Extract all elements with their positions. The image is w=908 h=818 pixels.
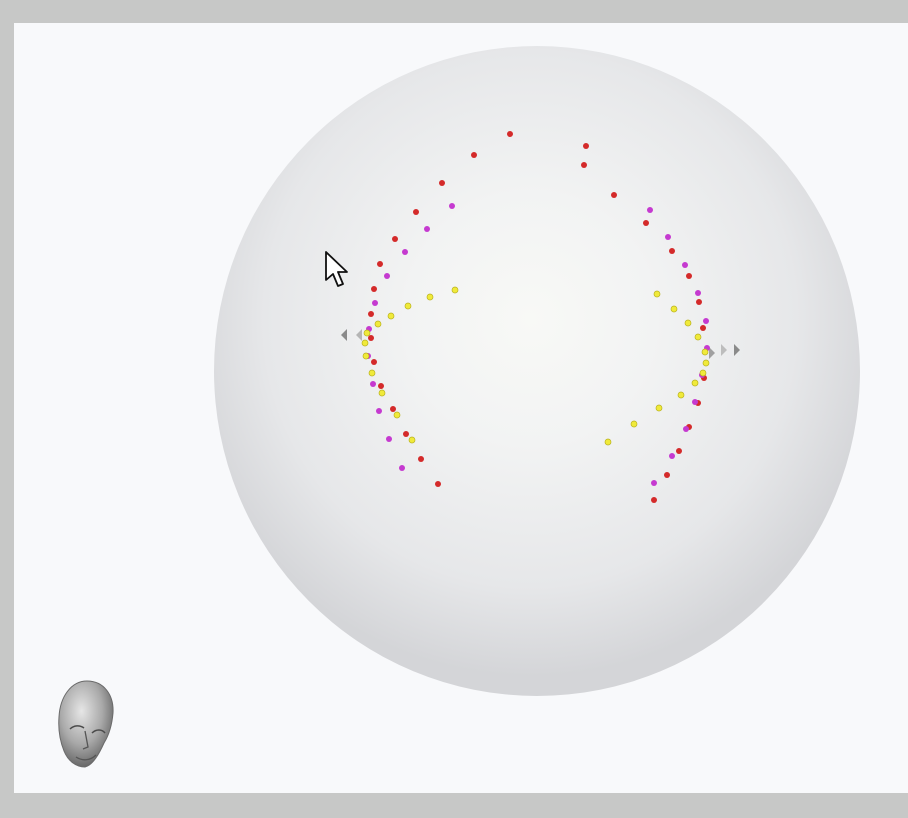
fiducial-left-icon (341, 329, 347, 341)
sensor (669, 453, 675, 459)
sensor (653, 290, 661, 298)
sensor (449, 203, 455, 209)
sensor (439, 180, 445, 186)
sensor (378, 389, 386, 397)
sensor (402, 249, 408, 255)
sensor (683, 426, 689, 432)
sensor (361, 339, 369, 347)
sensor (372, 300, 378, 306)
sensor (368, 335, 374, 341)
sensor (702, 359, 710, 367)
head-sphere (214, 46, 860, 696)
sensor (699, 369, 707, 377)
sensor (686, 273, 692, 279)
sensor (611, 192, 617, 198)
3d-viewport[interactable] (14, 23, 908, 793)
fiducial-left-icon (356, 329, 362, 341)
sensor (386, 436, 392, 442)
sensor (695, 290, 701, 296)
sensor (664, 472, 670, 478)
fiducial-markers (341, 329, 740, 359)
sensor (418, 456, 424, 462)
sensor (669, 248, 675, 254)
sensor (471, 152, 477, 158)
sensor (684, 319, 692, 327)
sensor (374, 320, 382, 328)
fiducial-right-icon (721, 344, 727, 356)
sensor (378, 383, 384, 389)
fiducial-right-icon (734, 344, 740, 356)
sensor (507, 131, 513, 137)
sensors-yellow (361, 286, 710, 446)
sensor (408, 436, 416, 444)
sensor (694, 333, 702, 341)
sensor (581, 162, 587, 168)
sensor (371, 286, 377, 292)
sensor (393, 411, 401, 419)
sensor (692, 399, 698, 405)
sensor (387, 312, 395, 320)
sensor (435, 481, 441, 487)
sensor (370, 381, 376, 387)
sensor (647, 207, 653, 213)
sensor (677, 391, 685, 399)
sensor (665, 234, 671, 240)
sensor (377, 261, 383, 267)
sensor (670, 305, 678, 313)
mouse-pointer-icon (325, 251, 348, 287)
sensor (651, 497, 657, 503)
sensor (368, 369, 376, 377)
sensor (604, 438, 612, 446)
sensor (655, 404, 663, 412)
sensor (583, 143, 589, 149)
sensor (376, 408, 382, 414)
sensor (700, 325, 706, 331)
sensor (399, 465, 405, 471)
sensor (403, 431, 409, 437)
sensor (413, 209, 419, 215)
sensor (404, 302, 412, 310)
sensor (676, 448, 682, 454)
sensor (701, 348, 709, 356)
sensor (363, 329, 371, 337)
head-orientation-icon[interactable] (52, 675, 122, 773)
3d-scene[interactable] (14, 23, 908, 793)
sensors-red (368, 131, 708, 503)
sensor (691, 379, 699, 387)
sensor (362, 352, 370, 360)
sensor (630, 420, 638, 428)
sensor (426, 293, 434, 301)
sensor (384, 273, 390, 279)
sensor (696, 299, 702, 305)
fiducial-right-icon (709, 347, 715, 359)
sensor (451, 286, 459, 294)
sensor (371, 359, 377, 365)
sensor (651, 480, 657, 486)
sensor (424, 226, 430, 232)
sensor (703, 318, 709, 324)
sensor (392, 236, 398, 242)
sensor (368, 311, 374, 317)
sensor (390, 406, 396, 412)
sensor (682, 262, 688, 268)
sensor (643, 220, 649, 226)
